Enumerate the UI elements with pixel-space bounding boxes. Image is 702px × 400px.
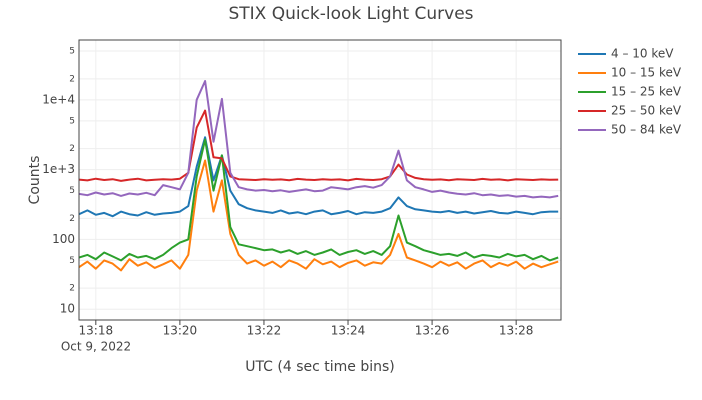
y-tick-label: 1e+4 xyxy=(42,92,75,106)
y-tick-label: 5 xyxy=(69,116,75,126)
series-line xyxy=(79,80,559,199)
legend-label: 25 – 50 keV xyxy=(611,104,682,118)
x-tick-label: 13:28 xyxy=(499,324,534,338)
legend-label: 50 – 84 keV xyxy=(611,123,682,137)
x-tick-label: 13:22 xyxy=(247,324,282,338)
y-tick-label: 5 xyxy=(69,186,75,196)
legend-label: 10 – 15 keV xyxy=(611,66,682,80)
y-tick-label: 100 xyxy=(52,232,75,246)
series-line xyxy=(79,109,559,182)
x-axis-title: UTC (4 sec time bins) xyxy=(245,359,395,375)
y-tick-label: 1e+3 xyxy=(42,162,75,176)
y-tick-label: 5 xyxy=(69,256,75,266)
plot-frame xyxy=(78,39,562,321)
x-tick-label: 13:18 xyxy=(79,324,114,338)
y-tick-label: 2 xyxy=(69,144,75,154)
y-tick-label: 2 xyxy=(69,74,75,84)
series-line xyxy=(79,136,559,218)
series-line xyxy=(79,159,559,272)
y-tick-label: 10 xyxy=(60,302,75,316)
legend-label: 15 – 25 keV xyxy=(611,85,682,99)
x-tick-label: 13:26 xyxy=(415,324,450,338)
y-tick-label: 5 xyxy=(69,47,75,57)
y-tick-label: 2 xyxy=(69,214,75,224)
x-tick-label: 13:20 xyxy=(163,324,198,338)
x-tick-label: 13:24 xyxy=(331,324,366,338)
series-line xyxy=(79,138,559,262)
x-date-label: Oct 9, 2022 xyxy=(61,340,131,354)
legend-label: 4 – 10 keV xyxy=(611,47,674,61)
y-tick-label: 2 xyxy=(69,284,75,294)
y-axis-title: Counts xyxy=(27,156,43,205)
chart-title: STIX Quick-look Light Curves xyxy=(228,4,473,24)
